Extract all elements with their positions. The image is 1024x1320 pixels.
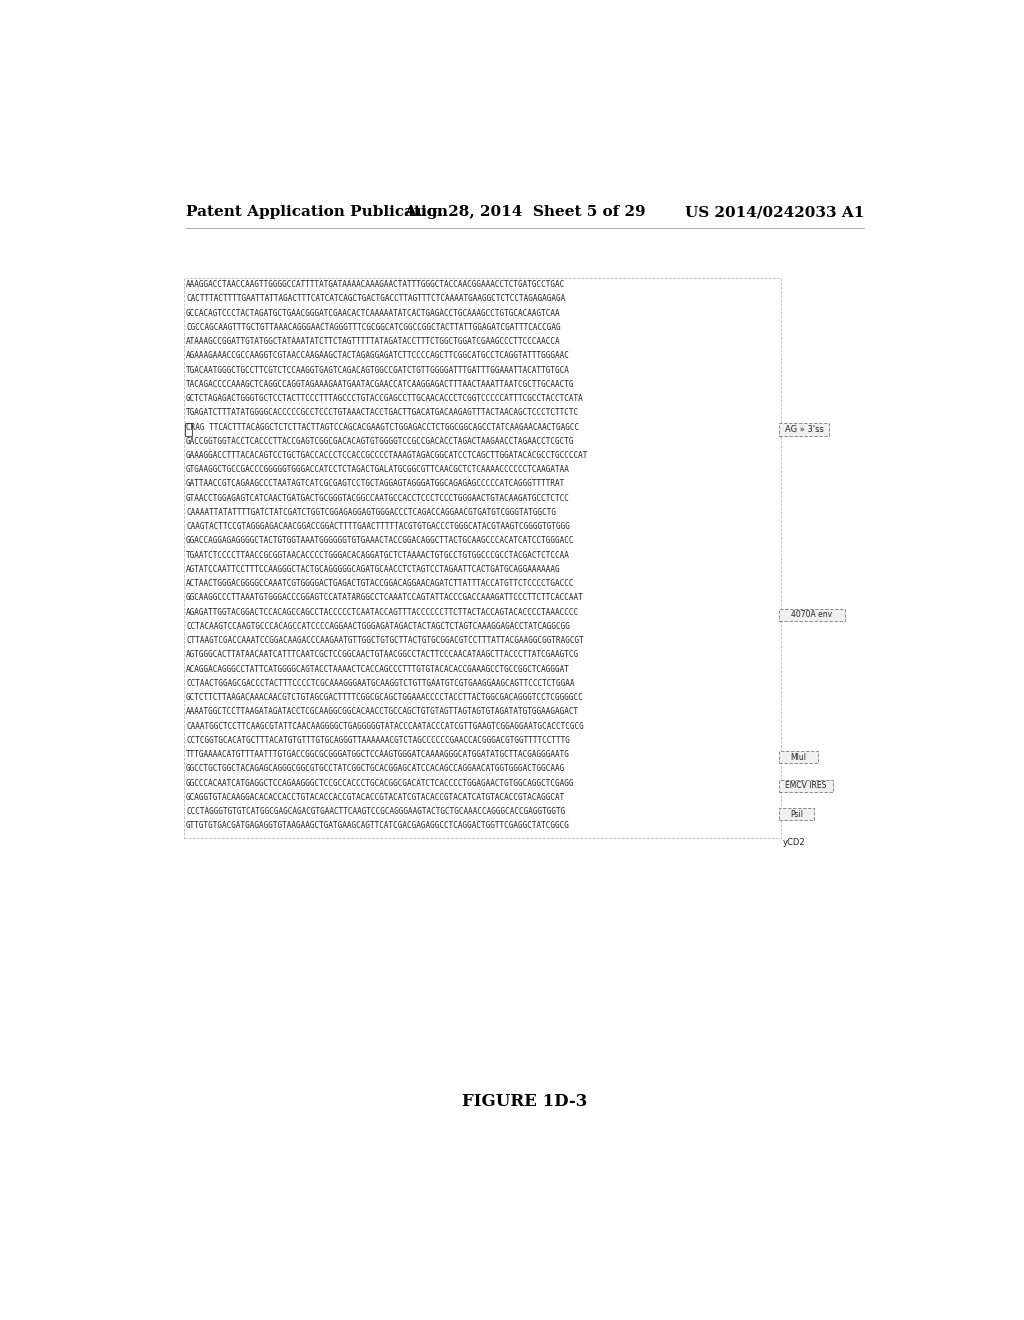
Text: TTTGAAAACATGTTTAATTTGTGACCGGCGCGGGATGGCTCCAAGTGGGATCAAAAGGGCATGGATATGCTTACGAGGGA: TTTGAAAACATGTTTAATTTGTGACCGGCGCGGGATGGCT… (186, 750, 570, 759)
Text: CGCCAGCAAGTTTGCTGTTAAACAGGGAACTAGGGTTTCGCGGCATCGGCCGGCTACTTATTGGAGATCGATTTCACCGA: CGCCAGCAAGTTTGCTGTTAAACAGGGAACTAGGGTTTCG… (186, 323, 561, 331)
Text: GTTGTGTGACGATGAGAGGTGTAAGAAGCTGATGAAGCAGTTCATCGACGAGAGGCCTCAGGACTGGTTCGAGGCTATCG: GTTGTGTGACGATGAGAGGTGTAAGAAGCTGATGAAGCAG… (186, 821, 570, 830)
Text: GCTCTTCTTAAGACAAACAACGTCTGTAGCGACTTTTCGGCGCAGCTGGAAACCCCTACCTTACTGGCGACAGGGTCCTC: GCTCTTCTTAAGACAAACAACGTCTGTAGCGACTTTTCGG… (186, 693, 584, 702)
Text: AGTATCCAATTCCTTTCCAAGGGCTACTGCAGGGGGCAGATGCAACCTCTAGTCCTAGAATTCACTGATGCAGGAAAAAA: AGTATCCAATTCCTTTCCAAGGGCTACTGCAGGGGGCAGA… (186, 565, 561, 574)
Text: GTAACCTGGAGAGTCATCAACTGATGACTGCGGGTACGGCCAATGCCACCTCCCTCCCTGGGAACTGTACAAGATGCCTC: GTAACCTGGAGAGTCATCAACTGATGACTGCGGGTACGGC… (186, 494, 570, 503)
Text: AGAGATTGGTACGGACTCCACAGCCAGCCTACCCCCTCAATACCAGTTTACCCCCCTTCTTACTACCAGTACACCCCTAA: AGAGATTGGTACGGACTCCACAGCCAGCCTACCCCCTCAA… (186, 607, 580, 616)
Text: GGCCCACAATCATGAGGCTCCAGAAGGGCTCCGCCACCCTGCACGGCGACATCTCACCCCTGGAGAACTGTGGCAGGCTC: GGCCCACAATCATGAGGCTCCAGAAGGGCTCCGCCACCCT… (186, 779, 574, 788)
Text: TGACAATGGGCTGCCTTCGTCTCCAAGGTGAGTCAGACAGTGGCCGATCTGTTGGGGATTTGATTTGGAAATTACATTGT: TGACAATGGGCTGCCTTCGTCTCCAAGGTGAGTCAGACAG… (186, 366, 570, 375)
Text: TGAATCTCCCCTTAACCGCGGTAACACCCCTGGGACACAGGATGCTCTAAAACTGTGCCTGTGGCCCGCCTACGACTCTC: TGAATCTCCCCTTAACCGCGGTAACACCCCTGGGACACAG… (186, 550, 570, 560)
Text: CRAG TTCACTTTACAGGCTCTCTTACTTAGTCCAGCACGAAGTCTGGAGACCTCTGGCGGCAGCCTATCAAGAACAACT: CRAG TTCACTTTACAGGCTCTCTTACTTAGTCCAGCACG… (186, 422, 580, 432)
Text: 4070A env: 4070A env (792, 610, 833, 619)
Text: GATTAACCGTCAGAAGCCCTAATAGTCATCGCGAGTCCTGCTAGGAGTAGGGATGGCAGAGAGCCCCCATCAGGGTTTTR: GATTAACCGTCAGAAGCCCTAATAGTCATCGCGAGTCCTG… (186, 479, 565, 488)
Text: AGTGGGCACTTATAACAATCATTTCAATCGCTCCGGCAACTGTAACGGCCTACTTCCCAACATAAGCTTACCCTTATCGA: AGTGGGCACTTATAACAATCATTTCAATCGCTCCGGCAAC… (186, 651, 580, 660)
Text: AAAATGGCTCCTTAAGATAGATACCTCGCAAGGCGGCACAACCTGCCAGCTGTGTAGTTAGTAGTGTAGATATGTGGAAG: AAAATGGCTCCTTAAGATAGATACCTCGCAAGGCGGCACA… (186, 708, 580, 717)
Text: CAAATGGCTCCTTCAAGCGTATTCAACAAGGGGCTGAGGGGGTATACCCAATACCCATCGTTGAAGTCGGAGGAATGCAC: CAAATGGCTCCTTCAAGCGTATTCAACAAGGGGCTGAGGG… (186, 722, 584, 731)
Bar (779, 424, 829, 436)
Text: ATAAAGCCGGATTGTATGGCTATAAATATCTTCTAGTTTTTATAGATACCTTTCTGGCTGGATCGAAGCCCTTCCCAACC: ATAAAGCCGGATTGTATGGCTATAAATATCTTCTAGTTTT… (186, 337, 561, 346)
Text: ACAGGACAGGGCCTATTCATGGGGCAGTACCTAAAACTCACCAGCCCTTTGTGTACACACCGAAAGCCTGCCGGCTCAGG: ACAGGACAGGGCCTATTCATGGGGCAGTACCTAAAACTCA… (186, 665, 570, 673)
Text: TACAGACCCCAAAGCTCAGGCCAGGTAGAAAGAATGAATACGAACCATCAAGGAGACTTTAACTAAATTAATCGCTTGCA: TACAGACCCCAAAGCTCAGGCCAGGTAGAAAGAATGAATA… (186, 380, 574, 389)
Text: FIGURE 1D-3: FIGURE 1D-3 (462, 1093, 588, 1110)
Text: US 2014/0242033 A1: US 2014/0242033 A1 (685, 206, 864, 219)
Text: AGAAAGAAACCGCCAAGGTCGTAACCAAGAAGCTACTAGAGGAGATCTTCCCCAGCTTCGGCATGCCTCAGGTATTTGGG: AGAAAGAAACCGCCAAGGTCGTAACCAAGAAGCTACTAGA… (186, 351, 570, 360)
Text: EMCV IRES: EMCV IRES (785, 781, 826, 791)
Text: Aug. 28, 2014  Sheet 5 of 29: Aug. 28, 2014 Sheet 5 of 29 (404, 206, 645, 219)
Text: MluI: MluI (791, 752, 806, 762)
Text: CCTCGGTGCACATGCTTTACATGTGTTTGTGCAGGGTTAAAAAACGTCTAGCCCCCCGAACCACGGGACGTGGTTTTCCT: CCTCGGTGCACATGCTTTACATGTGTTTGTGCAGGGTTAA… (186, 737, 570, 744)
Text: ACTAACTGGGACGGGGCCAAATCGTGGGGACTGAGACTGTACCGGACAGGAACAGATCTTATTTACCATGTTCTCCCCTG: ACTAACTGGGACGGGGCCAAATCGTGGGGACTGAGACTGT… (186, 579, 574, 589)
Bar (779, 780, 834, 792)
Text: GGCAAGGCCCTTAAATGTGGGACCCGGAGTCCATATARGGCCTCAAATCCAGTATTACCCGACCAAAGATTCCCTTCTTC: GGCAAGGCCCTTAAATGTGGGACCCGGAGTCCATATARGG… (186, 594, 584, 602)
Text: CCCTAGGGTGTGTCATGGCGAGCAGACGTGAACTTCAAGTCCGCAGGGAAGTACTGCTGCAAACCAGGGCACCGAGGTGG: CCCTAGGGTGTGTCATGGCGAGCAGACGTGAACTTCAAGT… (186, 807, 565, 816)
Text: GGACCAGGAGAGGGGCTACTGTGGTAAATGGGGGGTGTGAAACTACCGGACAGGCTTACTGCAAGCCCACATCATCCTGG: GGACCAGGAGAGGGGCTACTGTGGTAAATGGGGGGTGTGA… (186, 536, 574, 545)
Text: GAAAGGACCTTTACACAGTCCTGCTGACCACCCTCCACCGCCCCTAAAGTAGACGGCATCCTCAGCTTGGATACACGCCT: GAAAGGACCTTTACACAGTCCTGCTGACCACCCTCCACCG… (186, 451, 589, 459)
Text: GCCACAGTCCCTACTAGATGCTGAACGGGATCGAACACTCAAAAATATCACTGAGACCTGCAAAGCCTGTGCACAAGTCA: GCCACAGTCCCTACTAGATGCTGAACGGGATCGAACACTC… (186, 309, 561, 318)
Bar (779, 609, 845, 620)
Text: yCD2: yCD2 (783, 838, 806, 847)
Text: TGAGATCTTTATATGGGGCACCCCCGCCTCCCTGTAAACTACCTGACTTGACATGACAAGAGTTTACTAACAGCTCCCTC: TGAGATCTTTATATGGGGCACCCCCGCCTCCCTGTAAACT… (186, 408, 580, 417)
Text: PsiI: PsiI (790, 809, 803, 818)
Text: CCTACAAGTCCAAGTGCCCACAGCCATCCCCAGGAACTGGGAGATAGACTACTAGCTCTAGTCAAAGGAGACCTATCAGG: CCTACAAGTCCAAGTGCCCACAGCCATCCCCAGGAACTGG… (186, 622, 570, 631)
Text: CTTAAGTCGACCAAATCCGGACAAGACCCAAGAATGTTGGCTGTGCTTACTGTGCGGACGTCCTTTATTACGAAGGCGGT: CTTAAGTCGACCAAATCCGGACAAGACCCAAGAATGTTGG… (186, 636, 584, 645)
Text: GACCGGTGGTACCTCACCCTTACCGAGTCGGCGACACAGTGTGGGGTCCGCCGACACCTAGACTAAGAACCTAGAACCTC: GACCGGTGGTACCTCACCCTTACCGAGTCGGCGACACAGT… (186, 437, 574, 446)
Text: GTGAAGGCTGCCGACCCGGGGGTGGGACCATCCTCTAGACTGALATGCGGCGTTCAACGCTCTCAAAACCCCCCTCAAGA: GTGAAGGCTGCCGACCCGGGGGTGGGACCATCCTCTAGAC… (186, 465, 570, 474)
Text: AAAGGACCTAACCAAGTTGGGGCCATTTTATGATAAAACAAAGAACTATTTGGGCTACCAACGGAAACCTCTGATGCCTG: AAAGGACCTAACCAAGTTGGGGCCATTTTATGATAAAACA… (186, 280, 565, 289)
Text: CAAAATTATATTTTGATCTATCGATCTGGTCGGAGAGGAGTGGGACCCTCAGACCAGGAACGTGATGTCGGGTATGGCTG: CAAAATTATATTTTGATCTATCGATCTGGTCGGAGAGGAG… (186, 508, 556, 517)
Text: CACTTTACTTTTGAATTATTAGACTTTCATCATCAGCTGACTGACCTTAGTTTCTCAAAATGAAGGCTCTCCTAGAGAGA: CACTTTACTTTTGAATTATTAGACTTTCATCATCAGCTGA… (186, 294, 565, 304)
Text: CCTAACTGGAGCGACCCTACTTTCCCCTCGCAAAGGGAATGCAAGGTCTGTTGAATGTCGTGAAGGAAGCAGTTCCCTCT: CCTAACTGGAGCGACCCTACTTTCCCCTCGCAAAGGGAAT… (186, 678, 574, 688)
Bar (779, 751, 818, 763)
Text: GGCCTGCTGGCTACAGAGCAGGGCGGCGTGCCTATCGGCTGCACGGAGCATCCACAGCCAGGAACATGGTGGGACTGGCA: GGCCTGCTGGCTACAGAGCAGGGCGGCGTGCCTATCGGCT… (186, 764, 565, 774)
Text: AG » 3'ss: AG » 3'ss (784, 425, 823, 434)
Bar (183, 277, 781, 838)
Text: GCAGGTGTACAAGGACACACCACCTGTACACCACCGTACACCGTACATCGTACACCGTACATCATGTACACCGTACAGGC: GCAGGTGTACAAGGACACACCACCTGTACACCACCGTACA… (186, 793, 565, 801)
Text: GCTCTAGAGACTGGGTGCTCCTACTTCCCTTTAGCCCTGTACCGAGCCTTGCAACACCCTCGGTCCCCCATTTCGCCTAC: GCTCTAGAGACTGGGTGCTCCTACTTCCCTTTAGCCCTGT… (186, 395, 584, 403)
Text: CAAGTACTTCCGTAGGGAGACAACGGACCGGACTTTTGAACTTTTTACGTGTGACCCTGGGCATACGTAAGTCGGGGTGT: CAAGTACTTCCGTAGGGAGACAACGGACCGGACTTTTGAA… (186, 523, 570, 531)
Bar (185, 424, 191, 436)
Bar (779, 808, 814, 821)
Text: Patent Application Publication: Patent Application Publication (186, 206, 449, 219)
